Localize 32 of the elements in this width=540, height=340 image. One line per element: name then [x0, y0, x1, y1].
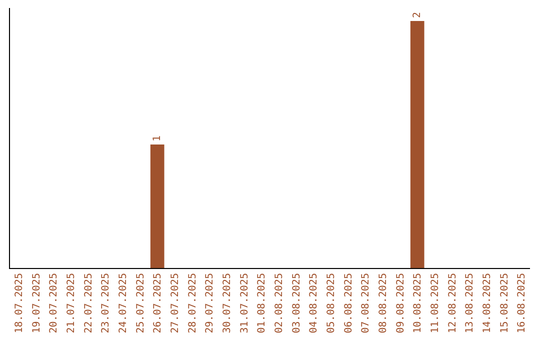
x-tick-label: 04.08.2025 [308, 273, 320, 334]
x-tick-label: 21.07.2025 [66, 273, 77, 334]
x-tick-label: 22.07.2025 [83, 273, 94, 334]
x-tick-label: 13.08.2025 [464, 273, 476, 334]
x-tick-label: 05.08.2025 [326, 273, 337, 334]
x-tick-label: 15.08.2025 [499, 273, 510, 334]
x-tick-label: 30.07.2025 [222, 273, 233, 334]
x-tick-label: 28.07.2025 [187, 273, 198, 334]
x-tick-label: 09.08.2025 [395, 273, 406, 334]
x-tick-label: 07.08.2025 [360, 273, 372, 334]
x-tick-label: 18.07.2025 [14, 273, 25, 334]
x-tick-label: 06.08.2025 [343, 273, 354, 334]
x-tick-label: 01.08.2025 [256, 273, 268, 334]
x-tick-label: 08.08.2025 [378, 273, 389, 334]
x-tick-label: 27.07.2025 [170, 273, 181, 334]
x-tick-label: 10.08.2025 [412, 273, 424, 334]
x-tick-label: 26.07.2025 [152, 273, 164, 334]
x-tick-label: 19.07.2025 [31, 273, 42, 334]
x-tick-label: 29.07.2025 [204, 273, 216, 334]
x-tick-label: 31.07.2025 [239, 273, 250, 334]
data-label: 1 [152, 135, 163, 142]
x-tick-label: 12.08.2025 [447, 273, 458, 334]
x-tick-label: 16.08.2025 [516, 273, 528, 334]
x-tick-label: 03.08.2025 [291, 273, 302, 334]
x-tick-label: 20.07.2025 [48, 273, 60, 334]
x-tick-label: 02.08.2025 [274, 273, 285, 334]
x-tick-label: 25.07.2025 [135, 273, 146, 334]
x-tick-label: 11.08.2025 [430, 273, 441, 334]
x-tick-label: 24.07.2025 [118, 273, 129, 334]
data-label: 2 [412, 12, 423, 18]
x-tick-label: 14.08.2025 [482, 273, 493, 334]
x-tick-label: 23.07.2025 [100, 273, 112, 334]
